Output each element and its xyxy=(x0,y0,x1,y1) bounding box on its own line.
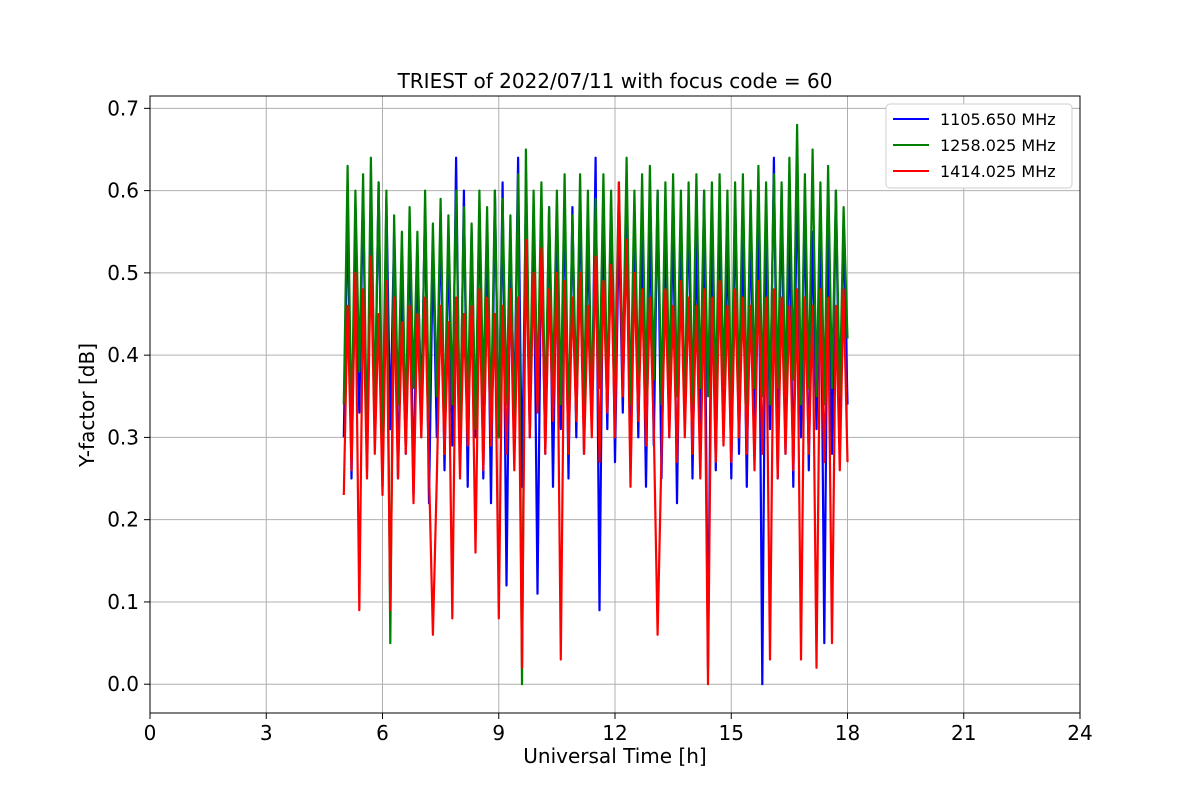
y-tick-label: 0.7 xyxy=(107,96,139,120)
x-tick-label: 18 xyxy=(835,721,860,745)
series-line-3 xyxy=(342,181,849,686)
y-tick-label: 0.6 xyxy=(107,179,139,203)
y-tick-label: 0.1 xyxy=(107,590,139,614)
x-tick-label: 12 xyxy=(602,721,627,745)
x-tick-label: 24 xyxy=(1067,721,1092,745)
x-axis-title: Universal Time [h] xyxy=(523,744,706,768)
y-tick-label: 0.0 xyxy=(107,672,139,696)
x-tick-label: 15 xyxy=(719,721,744,745)
x-tick-label: 21 xyxy=(951,721,976,745)
plot-area: 0 3 6 9 12 15 18 21 24 0.0 0.1 0.2 0.3 0.4 0.5 0.6 0.7 xyxy=(107,95,1093,745)
y-tick-label: 0.3 xyxy=(107,425,139,449)
legend: 1105.650 MHz 1258.025 MHz 1414.025 MHz xyxy=(885,103,1073,189)
y-axis-title: Y-factor [dB] xyxy=(75,343,99,468)
chart-title: TRIEST of 2022/07/11 with focus code = 6… xyxy=(397,69,833,93)
x-tick-label: 0 xyxy=(144,721,157,745)
x-tick-label: 9 xyxy=(492,721,505,745)
y-tick-label: 0.4 xyxy=(107,343,139,367)
series-layer xyxy=(342,123,849,686)
legend-label-1414-025: 1414.025 MHz xyxy=(940,162,1056,181)
legend-box xyxy=(885,103,1073,189)
legend-label-1105-650: 1105.650 MHz xyxy=(940,110,1056,129)
y-tick-label: 0.2 xyxy=(107,508,139,532)
x-tick-label: 3 xyxy=(260,721,273,745)
x-tick-label: 6 xyxy=(376,721,389,745)
series-line-2 xyxy=(342,123,849,686)
y-tick-label: 0.5 xyxy=(107,261,139,285)
ticks-layer: 0 3 6 9 12 15 18 21 24 0.0 0.1 0.2 0.3 0.4 0.5 0.6 0.7 xyxy=(107,96,1093,745)
legend-label-1258-025: 1258.025 MHz xyxy=(940,136,1056,155)
